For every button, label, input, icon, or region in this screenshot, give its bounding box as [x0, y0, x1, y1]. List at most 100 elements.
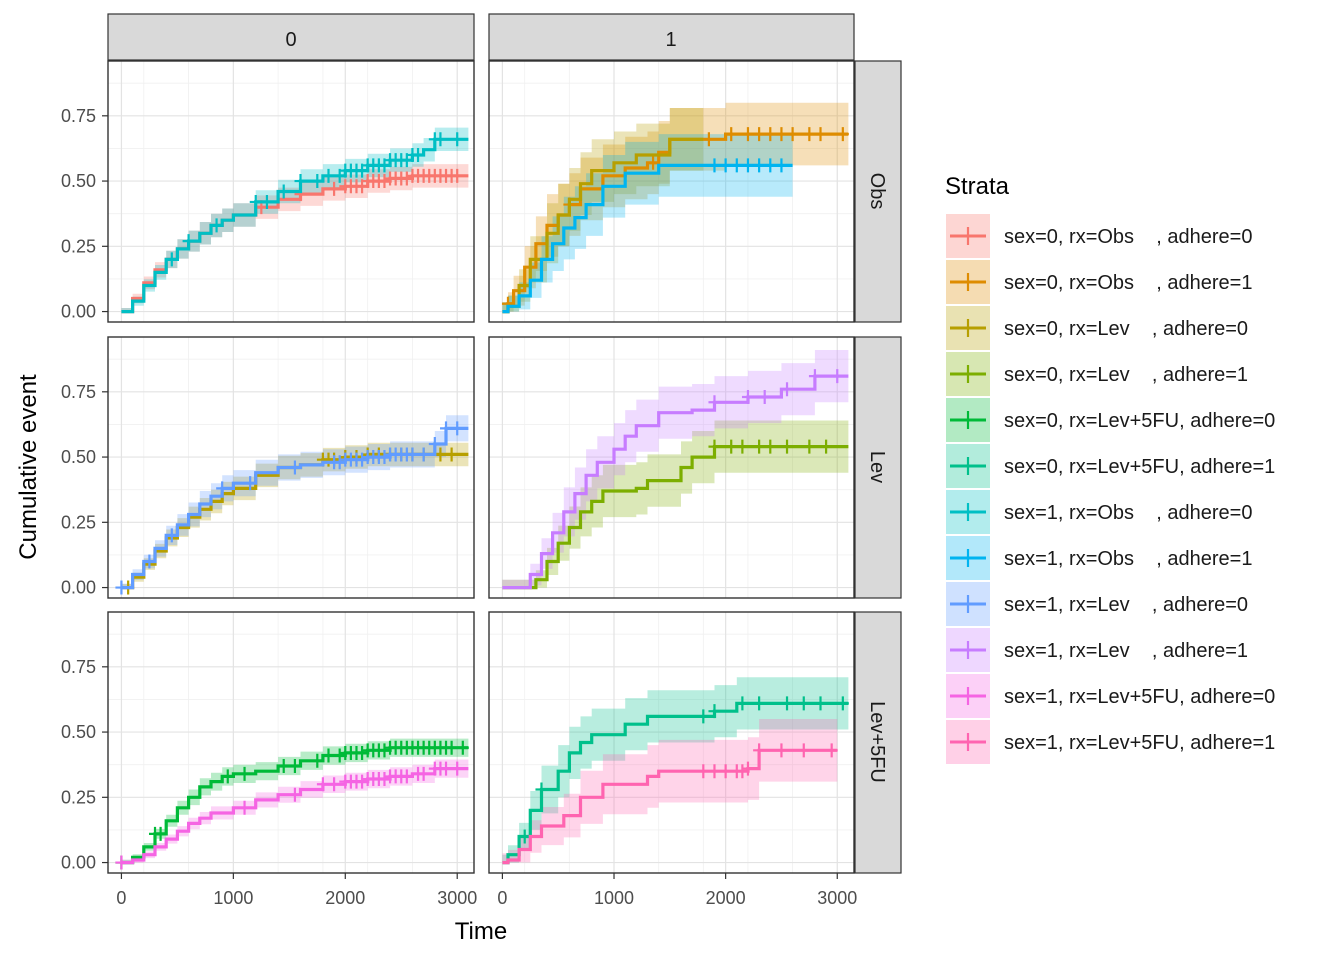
ci-band-sex-1-rx-lev-adhere-1: [502, 350, 849, 588]
censor-mark-sex-0-rx-lev-adhere-1: [803, 439, 816, 454]
censor-mark-sex-0-rx-obs-adhere-1: [647, 155, 660, 170]
censor-mark-sex-0-rx-obs-adhere-0: [328, 181, 341, 196]
censor-mark-sex-1-rx-lev-5fu-adhere-0: [378, 772, 391, 787]
y-axis-ticks: 0.00 0.25 0.50 0.75 0.00 0.25 0.50 0.75 0.00 0.25…: [61, 106, 108, 873]
censor-mark-sex-0-rx-lev-5fu-adhere-0: [456, 740, 469, 755]
censor-mark-sex-0-rx-lev-5fu-adhere-1: [736, 696, 749, 711]
panel-1-obs-border: [488, 60, 855, 323]
panel-1-lev: [488, 336, 855, 599]
censor-mark-sex-0-rx-lev-5fu-adhere-1: [814, 696, 827, 711]
censor-mark-sex-1-rx-lev-adhere-0: [244, 476, 257, 491]
censor-mark-sex-1-rx-obs-adhere-1: [719, 158, 732, 173]
legend-label: sex=0, rx=Lev , adhere=1: [1004, 364, 1248, 386]
censor-mark-sex-0-rx-obs-adhere-1: [836, 127, 849, 142]
censor-mark-sex-1-rx-lev-adhere-0: [378, 450, 391, 465]
panel-0-lev: [107, 336, 475, 599]
x-tick-label: 1000: [594, 888, 634, 908]
censor-mark-sex-1-rx-obs-adhere-0: [182, 234, 195, 249]
censor-mark-sex-1-rx-lev-5fu-adhere-1: [741, 761, 754, 776]
censor-mark-sex-1-rx-obs-adhere-1: [753, 158, 766, 173]
y-tick-label: 0.00: [61, 302, 96, 322]
legend-label: sex=1, rx=Obs , adhere=0: [1004, 502, 1252, 524]
censor-mark-sex-0-rx-lev-5fu-adhere-1: [708, 704, 721, 719]
legend-label: sex=1, rx=Lev+5FU, adhere=1: [1004, 732, 1275, 754]
censor-mark-sex-1-rx-lev-adhere-0: [288, 460, 301, 475]
legend-item: sex=0, rx=Lev+5FU, adhere=1: [946, 444, 1275, 488]
x-tick-label: 2000: [706, 888, 746, 908]
censor-mark-sex-0-rx-lev-adhere-0: [445, 447, 458, 462]
censor-mark-sex-1-rx-lev-adhere-0: [143, 554, 156, 569]
censor-mark-sex-0-rx-obs-adhere-1: [814, 127, 827, 142]
censor-mark-sex-0-rx-lev-adhere-1: [708, 439, 721, 454]
censor-mark-sex-1-rx-lev-5fu-adhere-1: [697, 764, 710, 779]
y-tick-label: 0.50: [61, 447, 96, 467]
censor-mark-sex-0-rx-lev-5fu-adhere-0: [445, 740, 458, 755]
censor-mark-sex-1-rx-lev-5fu-adhere-0: [328, 777, 341, 792]
censor-mark-sex-1-rx-obs-adhere-1: [764, 158, 777, 173]
censor-mark-sex-1-rx-obs-adhere-1: [708, 158, 721, 173]
panel-1-lev-5fu-border: [488, 611, 855, 874]
curve-sex-1-rx-obs-adhere-1: [502, 163, 793, 314]
censor-mark-sex-0-rx-obs-adhere-1: [753, 127, 766, 142]
censor-mark-sex-0-rx-obs-adhere-1: [741, 127, 754, 142]
y-tick-label: 0.50: [61, 722, 96, 742]
censor-mark-sex-1-rx-lev-adhere-0: [417, 447, 430, 462]
x-tick-label: 1000: [213, 888, 253, 908]
censor-mark-sex-1-rx-obs-adhere-0: [322, 168, 335, 183]
censor-mark-sex-1-rx-lev-adhere-1: [831, 369, 844, 384]
legend-entries: sex=0, rx=Obs , adhere=0 sex=0, rx=Obs , …: [946, 214, 1275, 764]
censor-mark-sex-0-rx-lev-adhere-1: [764, 439, 777, 454]
x-axis-ticks: 0 1000 2000 3000 0 1000 2000 3000: [116, 873, 857, 908]
censor-mark-sex-1-rx-obs-adhere-0: [249, 194, 262, 209]
legend-title: Strata: [945, 173, 1010, 200]
censor-mark-sex-0-rx-lev-adhere-1: [753, 439, 766, 454]
censor-mark-sex-1-rx-lev-5fu-adhere-0: [417, 766, 430, 781]
y-tick-label: 0.75: [61, 106, 96, 126]
strip-col-0: [107, 13, 475, 61]
censor-mark-sex-0-rx-lev-5fu-adhere-1: [697, 709, 710, 724]
x-tick-label: 0: [497, 888, 507, 908]
censor-mark-sex-1-rx-obs-adhere-1: [730, 158, 743, 173]
censor-mark-sex-0-rx-lev-5fu-adhere-0: [356, 745, 369, 760]
censor-mark-sex-1-rx-lev-5fu-adhere-0: [238, 800, 251, 815]
censor-mark-sex-0-rx-lev-5fu-adhere-0: [154, 826, 167, 841]
legend-label: sex=0, rx=Lev+5FU, adhere=0: [1004, 410, 1275, 432]
censor-mark-sex-1-rx-lev-adhere-1: [781, 382, 794, 397]
legend-item: sex=1, rx=Lev , adhere=0: [946, 582, 1248, 626]
censor-mark-sex-0-rx-obs-adhere-1: [786, 127, 799, 142]
censor-mark-sex-1-rx-lev-5fu-adhere-1: [719, 764, 732, 779]
censor-mark-sex-1-rx-obs-adhere-0: [451, 132, 464, 147]
censor-mark-sex-0-rx-lev-5fu-adhere-1: [535, 782, 548, 797]
censor-mark-sex-0-rx-lev-5fu-adhere-0: [288, 758, 301, 773]
censor-mark-sex-1-rx-lev-5fu-adhere-0: [440, 761, 453, 776]
censor-mark-sex-0-rx-lev-adhere-1: [736, 439, 749, 454]
censor-mark-sex-1-rx-lev-5fu-adhere-1: [797, 743, 810, 758]
censor-mark-sex-0-rx-obs-adhere-1: [764, 127, 777, 142]
ci-band-sex-1-rx-lev-5fu-adhere-1: [502, 719, 838, 863]
strip-col-0-label: 0: [285, 29, 296, 51]
y-tick-label: 0.75: [61, 657, 96, 677]
censor-mark-sex-1-rx-lev-adhere-0: [115, 580, 128, 595]
legend-item: sex=1, rx=Lev+5FU, adhere=0: [946, 674, 1275, 718]
censor-mark-sex-1-rx-lev-5fu-adhere-1: [736, 764, 749, 779]
x-tick-label: 3000: [817, 888, 857, 908]
y-tick-label: 0.75: [61, 382, 96, 402]
ci-band-sex-0-rx-lev-adhere-1: [502, 420, 849, 588]
legend-item: sex=0, rx=Lev+5FU, adhere=0: [946, 398, 1275, 442]
censor-mark-sex-1-rx-obs-adhere-1: [741, 158, 754, 173]
legend-item: sex=1, rx=Obs , adhere=1: [946, 536, 1252, 580]
censor-mark-sex-0-rx-lev-5fu-adhere-0: [322, 748, 335, 763]
censor-mark-sex-1-rx-lev-adhere-0: [356, 452, 369, 467]
ci-band-sex-1-rx-lev-5fu-adhere-0: [121, 759, 469, 863]
y-tick-label: 0.25: [61, 787, 96, 807]
censor-mark-sex-1-rx-lev-adhere-1: [741, 390, 754, 405]
censor-mark-sex-0-rx-lev-adhere-1: [781, 439, 794, 454]
censor-mark-sex-1-rx-lev-5fu-adhere-1: [708, 764, 721, 779]
censor-mark-sex-1-rx-obs-adhere-0: [434, 132, 447, 147]
y-tick-label: 0.00: [61, 578, 96, 598]
censor-mark-sex-0-rx-obs-adhere-1: [702, 132, 715, 147]
censor-mark-sex-0-rx-obs-adhere-0: [400, 171, 413, 186]
panel-0-obs-border: [107, 60, 475, 323]
y-axis-title: Cumulative event: [15, 374, 42, 560]
